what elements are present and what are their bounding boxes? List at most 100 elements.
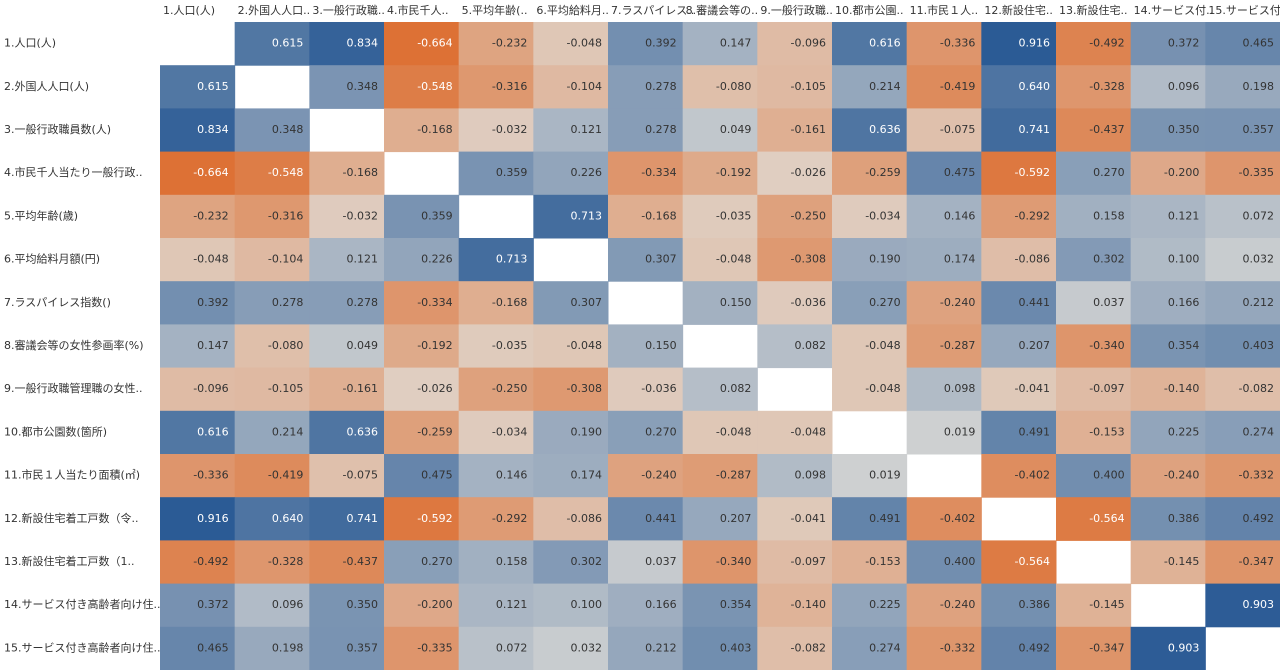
cell-label: 0.037 xyxy=(1093,296,1125,309)
heatmap-cell xyxy=(458,540,534,585)
heatmap-cell xyxy=(1130,410,1206,455)
heatmap-cell xyxy=(533,583,609,628)
cell-label: 0.834 xyxy=(197,123,229,136)
heatmap-cell xyxy=(458,22,534,66)
cell-label: -0.334 xyxy=(417,296,452,309)
cell-label: 0.147 xyxy=(197,339,229,352)
heatmap-cell xyxy=(981,454,1057,498)
cell-label: -0.232 xyxy=(492,37,527,50)
heatmap-cell xyxy=(1205,324,1280,369)
cell-label: -0.664 xyxy=(417,37,452,50)
cell-label: -0.287 xyxy=(940,339,975,352)
heatmap-cell xyxy=(682,454,758,498)
heatmap-cell xyxy=(757,410,833,455)
heatmap-cell xyxy=(458,367,534,412)
cell-label: -0.034 xyxy=(865,209,900,222)
heatmap-cell xyxy=(1056,238,1132,282)
cell-label: -0.048 xyxy=(865,339,900,352)
heatmap-cell xyxy=(533,324,609,369)
heatmap-cell xyxy=(1056,108,1132,153)
cell-label: 0.350 xyxy=(347,598,379,611)
heatmap-cell xyxy=(309,497,385,541)
cell-label: -0.564 xyxy=(1089,512,1124,525)
heatmap-cell xyxy=(682,108,758,153)
heatmap-cell xyxy=(906,367,982,412)
heatmap-cell xyxy=(682,497,758,541)
heatmap-cell xyxy=(1130,454,1206,498)
cell-label: 0.278 xyxy=(272,296,304,309)
cell-label: 0.150 xyxy=(720,296,752,309)
cell-label: 0.037 xyxy=(645,555,677,568)
cell-label: 0.302 xyxy=(1093,253,1125,266)
heatmap-cell xyxy=(309,540,385,585)
row-header: 9.一般行政職管理職の女性.. xyxy=(4,381,143,395)
heatmap-cell xyxy=(981,22,1057,66)
heatmap-cell xyxy=(682,22,758,66)
heatmap-cell xyxy=(309,324,385,369)
cell-label: 0.386 xyxy=(1019,598,1051,611)
heatmap-cell xyxy=(384,324,460,369)
cell-label: -0.664 xyxy=(193,166,228,179)
cell-label: 0.359 xyxy=(496,166,528,179)
cell-label: -0.032 xyxy=(492,123,527,136)
cell-label: -0.332 xyxy=(940,641,975,654)
cell-label: -0.048 xyxy=(716,425,751,438)
cell-label: 0.636 xyxy=(869,123,901,136)
heatmap-cell xyxy=(981,324,1057,369)
cell-label: 0.392 xyxy=(645,37,677,50)
heatmap-cell xyxy=(309,281,385,325)
heatmap-cell xyxy=(608,454,684,498)
heatmap-cell xyxy=(533,410,609,455)
column-header: 14.サービス付.. xyxy=(1134,4,1214,17)
heatmap-cell xyxy=(757,22,833,66)
cell-label: -0.048 xyxy=(567,37,602,50)
heatmap-cell xyxy=(309,367,385,412)
heatmap-cell xyxy=(757,108,833,153)
heatmap-cell xyxy=(1056,194,1132,239)
heatmap-cell xyxy=(1056,151,1132,196)
cell-label: -0.161 xyxy=(791,123,826,136)
row-header: 12.新設住宅着工戸数（令.. xyxy=(4,511,139,525)
heatmap-cell xyxy=(757,626,833,670)
cell-label: -0.034 xyxy=(492,425,527,438)
cell-label: -0.316 xyxy=(268,209,303,222)
cell-label: -0.308 xyxy=(791,253,826,266)
cell-label: 0.100 xyxy=(1168,253,1200,266)
heatmap-cell xyxy=(1056,497,1132,541)
cell-label: 0.198 xyxy=(1243,80,1275,93)
heatmap-cell xyxy=(608,22,684,66)
cell-label: 0.916 xyxy=(1019,37,1051,50)
heatmap-cell xyxy=(234,497,310,541)
heatmap-cell xyxy=(832,238,908,282)
heatmap-cell xyxy=(981,151,1057,196)
cell-label: -0.419 xyxy=(940,80,975,93)
cell-label: 0.190 xyxy=(571,425,603,438)
cell-label: -0.334 xyxy=(641,166,676,179)
cell-label: 0.615 xyxy=(272,37,304,50)
heatmap-cell xyxy=(981,410,1057,455)
cell-label: -0.082 xyxy=(1239,382,1274,395)
heatmap-cell xyxy=(906,583,982,628)
heatmap-cell xyxy=(832,108,908,153)
heatmap-cell xyxy=(1130,65,1206,109)
cell-label: -0.145 xyxy=(1164,555,1199,568)
cell-label: 0.174 xyxy=(944,253,976,266)
heatmap-cell xyxy=(906,194,982,239)
heatmap-cell xyxy=(832,540,908,585)
heatmap-cell xyxy=(608,410,684,455)
cell-label: -0.336 xyxy=(940,37,975,50)
heatmap-cell xyxy=(458,454,534,498)
cell-label: 0.307 xyxy=(571,296,603,309)
heatmap-cell xyxy=(682,238,758,282)
cell-label: 0.741 xyxy=(347,512,379,525)
cell-label: -0.316 xyxy=(492,80,527,93)
heatmap-cell xyxy=(309,583,385,628)
heatmap-cell xyxy=(533,151,609,196)
cell-label: 0.226 xyxy=(421,253,453,266)
heatmap-cell xyxy=(1130,281,1206,325)
heatmap-cell xyxy=(309,194,385,239)
cell-label: 0.146 xyxy=(944,209,976,222)
cell-label: -0.232 xyxy=(193,209,228,222)
heatmap-cell xyxy=(608,497,684,541)
cell-label: 0.121 xyxy=(496,598,528,611)
